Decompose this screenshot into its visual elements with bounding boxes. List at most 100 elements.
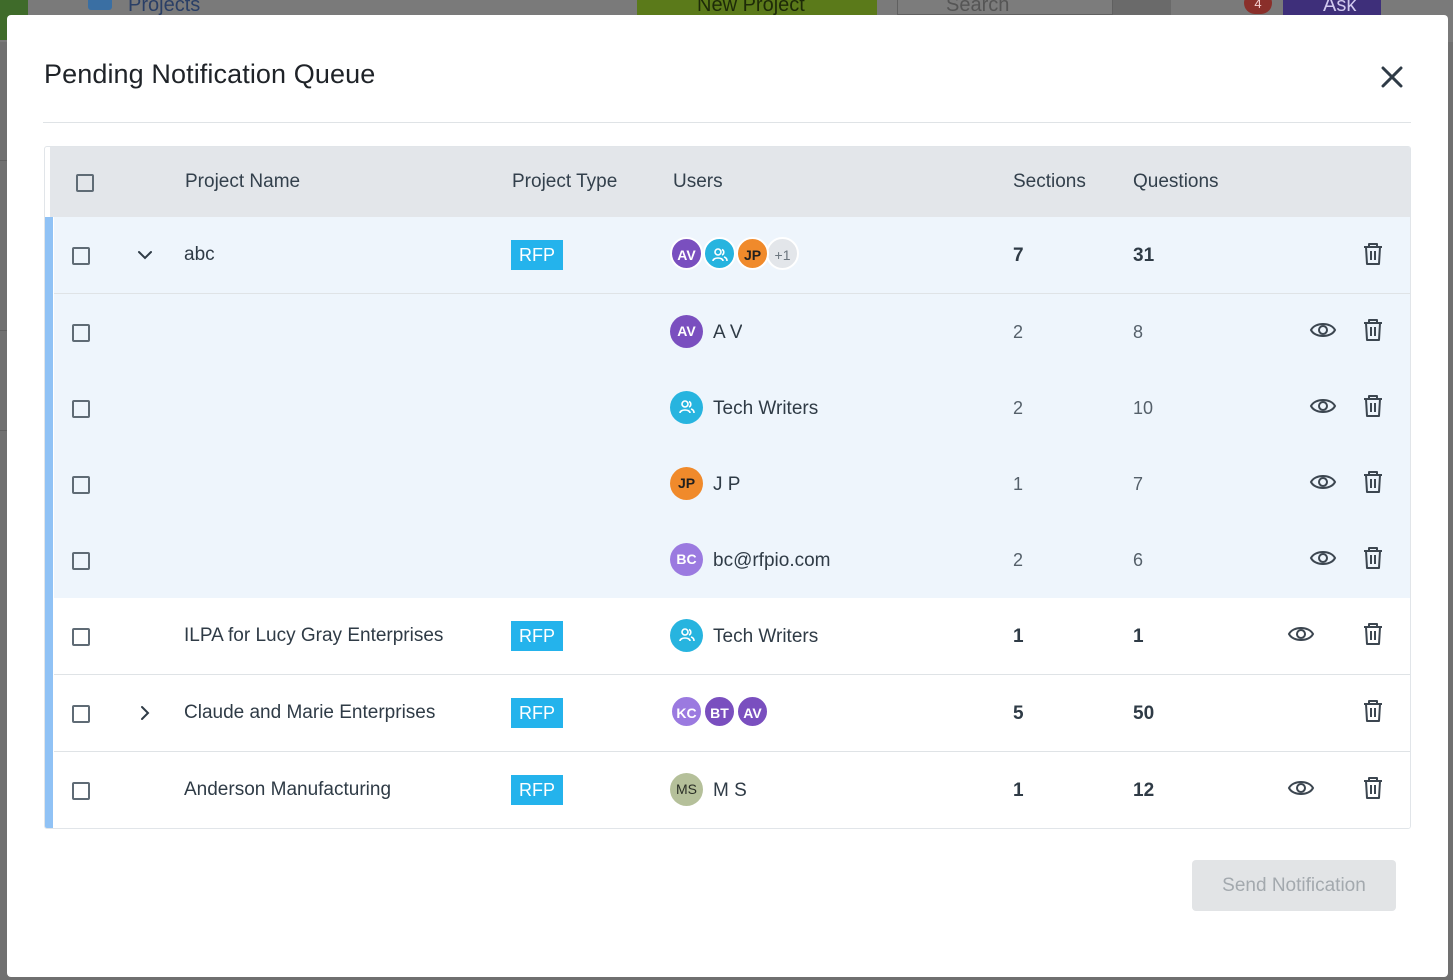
trash-icon [1364, 395, 1382, 417]
child-row-checkbox[interactable] [72, 476, 90, 494]
user-avatar-kc: KC [670, 695, 703, 728]
collapse-row-button[interactable] [135, 245, 155, 265]
column-header-project-name: Project Name [185, 171, 301, 192]
preview-button[interactable] [1287, 620, 1315, 648]
expand-row-button[interactable] [135, 703, 155, 723]
group-avatar [670, 391, 703, 424]
project-name: Anderson Manufacturing [184, 779, 392, 800]
trash-icon [1364, 243, 1382, 265]
child-row-checkbox[interactable] [72, 552, 90, 570]
pending-notification-modal: Pending Notification Queue Project Name … [7, 15, 1448, 977]
delete-button[interactable] [1359, 240, 1387, 268]
trash-icon [1364, 471, 1382, 493]
user-avatar-jp: JP [736, 237, 769, 270]
select-all-checkbox[interactable] [76, 174, 94, 192]
project-type-tag: RFP [511, 240, 563, 270]
project-type-tag: RFP [511, 698, 563, 728]
preview-button[interactable] [1309, 544, 1337, 572]
child-row-checkbox[interactable] [72, 324, 90, 342]
group-avatar [703, 237, 736, 270]
sections-count: 5 [1013, 703, 1024, 724]
group-avatar [670, 619, 703, 652]
preview-button[interactable] [1309, 316, 1337, 344]
table-row-ilpa[interactable]: ILPA for Lucy Gray Enterprises RFP Tech … [54, 598, 1410, 675]
user-name: Tech Writers [713, 398, 819, 419]
header-divider [43, 122, 1411, 123]
row-checkbox[interactable] [72, 782, 90, 800]
delete-button[interactable] [1359, 697, 1387, 725]
questions-count: 6 [1133, 550, 1144, 570]
eye-icon [1287, 627, 1315, 641]
menu-icon [1113, 0, 1171, 15]
notification-count-badge: 4 [1244, 0, 1272, 14]
users-icon [678, 628, 695, 642]
table-row-claude-marie[interactable]: Claude and Marie Enterprises RFP KC BT A… [54, 675, 1410, 752]
sections-count: 2 [1013, 398, 1024, 418]
sections-count: 1 [1013, 474, 1024, 494]
user-avatar-bc: BC [670, 543, 703, 576]
column-header-users: Users [673, 171, 723, 192]
new-project-button: New Project [637, 0, 877, 15]
sections-count: 7 [1013, 245, 1024, 266]
child-row-checkbox[interactable] [72, 400, 90, 418]
delete-button[interactable] [1359, 316, 1387, 344]
eye-icon [1309, 551, 1337, 565]
sections-count: 2 [1013, 550, 1024, 570]
divider [0, 430, 8, 431]
selected-accent-bar [45, 217, 53, 828]
delete-button[interactable] [1359, 544, 1387, 572]
projects-icon [88, 0, 112, 10]
trash-icon [1364, 700, 1382, 722]
user-name: J P [713, 474, 741, 495]
send-notification-button[interactable]: Send Notification [1192, 860, 1396, 911]
close-button[interactable] [1376, 61, 1408, 93]
preview-button[interactable] [1287, 774, 1315, 802]
delete-button[interactable] [1359, 468, 1387, 496]
column-header-project-type: Project Type [512, 171, 618, 192]
preview-button[interactable] [1309, 468, 1337, 496]
eye-icon [1309, 323, 1337, 337]
modal-title: Pending Notification Queue [44, 59, 376, 89]
table-row-anderson[interactable]: Anderson Manufacturing RFP MS M S 1 12 [54, 752, 1410, 828]
sections-count: 1 [1013, 626, 1024, 647]
divider [0, 330, 8, 331]
sections-count: 2 [1013, 322, 1024, 342]
users-icon [711, 248, 728, 262]
chevron-right-icon [141, 706, 150, 720]
user-name: bc@rfpio.com [713, 550, 831, 571]
column-header-questions: Questions [1133, 171, 1219, 192]
project-type-tag: RFP [511, 621, 563, 651]
questions-count: 10 [1133, 398, 1154, 418]
divider [0, 160, 8, 161]
delete-button[interactable] [1359, 392, 1387, 420]
notification-table: Project Name Project Type Users Sections… [44, 146, 1411, 829]
trash-icon [1364, 777, 1382, 799]
questions-count: 12 [1133, 780, 1155, 801]
column-header-sections: Sections [1013, 171, 1086, 192]
questions-count: 8 [1133, 322, 1144, 342]
user-avatar-bt: BT [703, 695, 736, 728]
eye-icon [1309, 475, 1337, 489]
questions-count: 31 [1133, 245, 1155, 266]
row-checkbox[interactable] [72, 628, 90, 646]
more-users-badge[interactable]: +1 [766, 237, 799, 270]
delete-button[interactable] [1359, 774, 1387, 802]
ask-button: Ask [1283, 0, 1381, 15]
close-icon [1381, 66, 1403, 88]
table-row-abc[interactable]: abc RFP AV JP +1 7 31 [54, 217, 1410, 294]
expanded-children: AV A V 2 8 Tech Writers 2 10 [54, 294, 1410, 598]
projects-nav-label: Projects [128, 0, 201, 16]
project-name: abc [184, 244, 215, 265]
row-checkbox[interactable] [72, 247, 90, 265]
delete-button[interactable] [1359, 620, 1387, 648]
users-icon [678, 400, 695, 414]
user-name: M S [713, 780, 747, 801]
user-avatar-av: AV [670, 237, 703, 270]
row-checkbox[interactable] [72, 705, 90, 723]
user-avatar-jp: JP [670, 467, 703, 500]
table-header: Project Name Project Type Users Sections… [50, 147, 1410, 217]
project-name: Claude and Marie Enterprises [184, 702, 436, 723]
preview-button[interactable] [1309, 392, 1337, 420]
sections-count: 1 [1013, 780, 1024, 801]
project-type-tag: RFP [511, 775, 563, 805]
